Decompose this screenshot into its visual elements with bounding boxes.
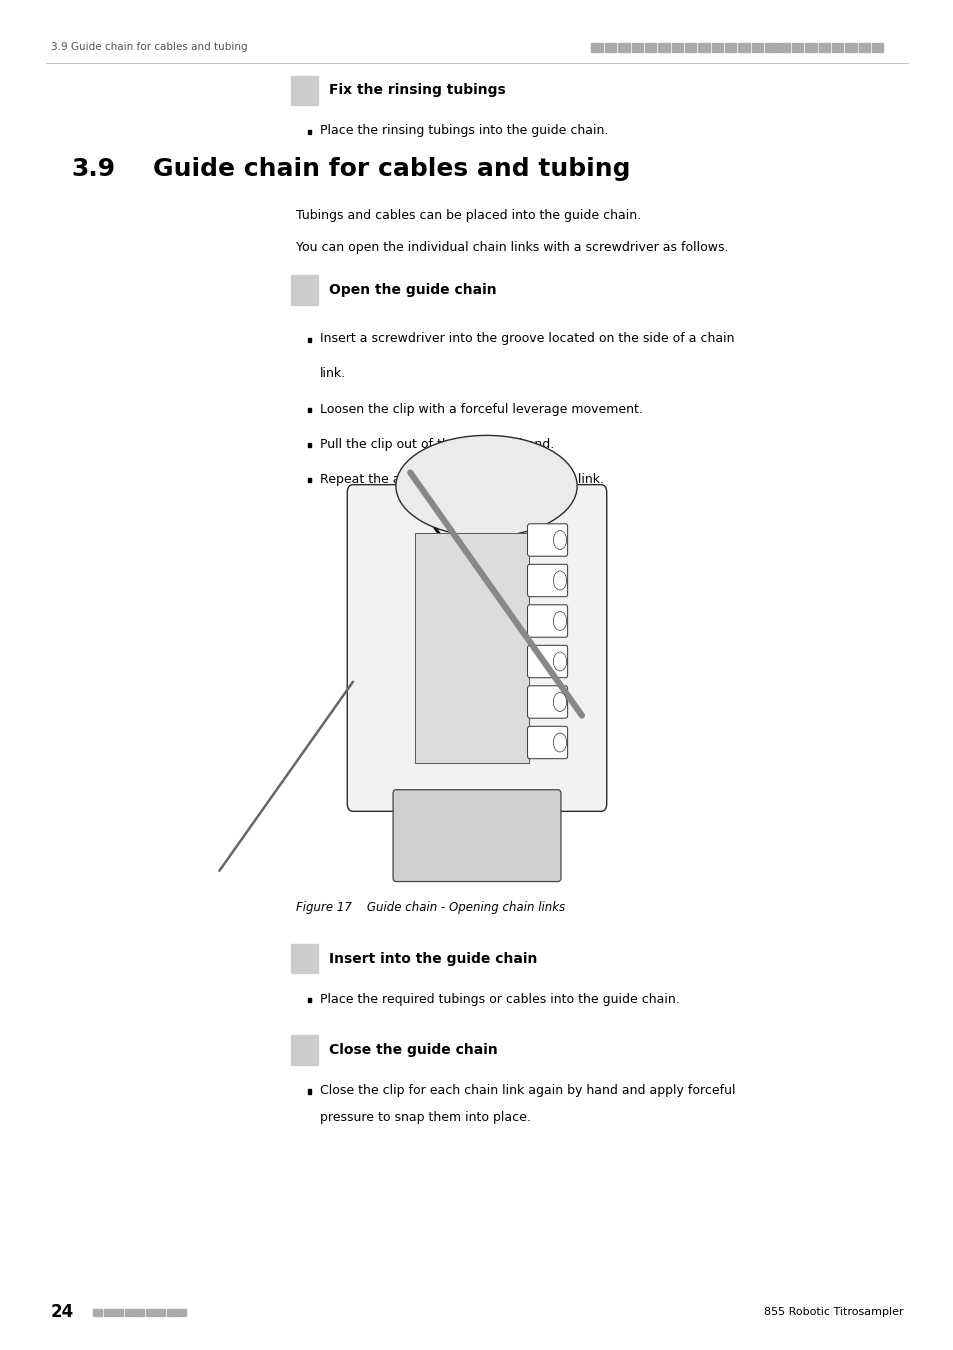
FancyBboxPatch shape (291, 76, 317, 105)
Text: Figure 17    Guide chain - Opening chain links: Figure 17 Guide chain - Opening chain li… (295, 900, 564, 914)
Circle shape (553, 531, 566, 549)
Text: Insert a screwdriver into the groove located on the side of a chain: Insert a screwdriver into the groove loc… (319, 332, 733, 346)
Text: 2: 2 (299, 952, 309, 965)
FancyBboxPatch shape (804, 42, 816, 51)
Text: 3: 3 (299, 1044, 309, 1057)
Text: Open the guide chain: Open the guide chain (329, 284, 497, 297)
FancyBboxPatch shape (527, 645, 567, 678)
FancyBboxPatch shape (347, 485, 606, 811)
FancyBboxPatch shape (146, 1310, 154, 1315)
Text: 3.9 Guide chain for cables and tubing: 3.9 Guide chain for cables and tubing (51, 42, 247, 53)
Circle shape (553, 652, 566, 671)
FancyBboxPatch shape (778, 42, 789, 51)
FancyBboxPatch shape (135, 1310, 144, 1315)
FancyBboxPatch shape (308, 998, 311, 1002)
Text: Close the clip for each chain link again by hand and apply forceful: Close the clip for each chain link again… (319, 1084, 735, 1098)
FancyBboxPatch shape (818, 42, 829, 51)
FancyBboxPatch shape (393, 790, 560, 882)
FancyBboxPatch shape (308, 338, 311, 342)
FancyBboxPatch shape (291, 275, 317, 305)
FancyBboxPatch shape (125, 1310, 133, 1315)
FancyBboxPatch shape (831, 42, 842, 51)
FancyBboxPatch shape (724, 42, 736, 51)
Text: 3: 3 (299, 84, 309, 97)
FancyBboxPatch shape (308, 478, 311, 482)
Circle shape (553, 612, 566, 630)
FancyBboxPatch shape (684, 42, 696, 51)
FancyBboxPatch shape (791, 42, 802, 51)
FancyBboxPatch shape (591, 42, 602, 51)
Text: Place the required tubings or cables into the guide chain.: Place the required tubings or cables int… (319, 992, 679, 1006)
FancyBboxPatch shape (871, 42, 882, 51)
Text: 855 Robotic Titrosampler: 855 Robotic Titrosampler (763, 1307, 902, 1318)
Text: link.: link. (319, 367, 345, 381)
Text: Pull the clip out of the chain by hand.: Pull the clip out of the chain by hand. (319, 437, 554, 451)
FancyBboxPatch shape (291, 944, 317, 973)
FancyBboxPatch shape (308, 130, 311, 134)
FancyBboxPatch shape (751, 42, 762, 51)
FancyBboxPatch shape (114, 1310, 123, 1315)
Circle shape (553, 733, 566, 752)
Circle shape (553, 571, 566, 590)
FancyBboxPatch shape (658, 42, 669, 51)
FancyBboxPatch shape (167, 1310, 175, 1315)
FancyBboxPatch shape (415, 533, 529, 763)
FancyBboxPatch shape (527, 524, 567, 556)
FancyBboxPatch shape (527, 726, 567, 759)
FancyBboxPatch shape (291, 1035, 317, 1065)
FancyBboxPatch shape (671, 42, 682, 51)
FancyBboxPatch shape (618, 42, 629, 51)
FancyBboxPatch shape (104, 1310, 112, 1315)
FancyBboxPatch shape (604, 42, 616, 51)
FancyBboxPatch shape (527, 605, 567, 637)
Text: 24: 24 (51, 1303, 73, 1322)
FancyBboxPatch shape (93, 1310, 102, 1315)
Text: 3.9: 3.9 (71, 157, 115, 181)
Text: pressure to snap them into place.: pressure to snap them into place. (319, 1111, 530, 1125)
Circle shape (553, 693, 566, 711)
FancyBboxPatch shape (644, 42, 656, 51)
FancyBboxPatch shape (698, 42, 709, 51)
FancyBboxPatch shape (308, 408, 311, 412)
Text: Tubings and cables can be placed into the guide chain.: Tubings and cables can be placed into th… (295, 209, 640, 223)
FancyBboxPatch shape (764, 42, 776, 51)
Ellipse shape (395, 435, 577, 537)
FancyBboxPatch shape (308, 1089, 311, 1094)
FancyBboxPatch shape (738, 42, 749, 51)
Text: Fix the rinsing tubings: Fix the rinsing tubings (329, 84, 505, 97)
Text: You can open the individual chain links with a screwdriver as follows.: You can open the individual chain links … (295, 240, 727, 254)
FancyBboxPatch shape (156, 1310, 165, 1315)
Text: Guide chain for cables and tubing: Guide chain for cables and tubing (152, 157, 630, 181)
FancyBboxPatch shape (527, 564, 567, 597)
Text: Loosen the clip with a forceful leverage movement.: Loosen the clip with a forceful leverage… (319, 402, 641, 416)
FancyBboxPatch shape (631, 42, 642, 51)
FancyBboxPatch shape (844, 42, 856, 51)
Text: Insert into the guide chain: Insert into the guide chain (329, 952, 537, 965)
Text: Place the rinsing tubings into the guide chain.: Place the rinsing tubings into the guide… (319, 124, 607, 138)
FancyBboxPatch shape (527, 686, 567, 718)
FancyBboxPatch shape (177, 1310, 186, 1315)
Text: Repeat the above actions for each chain link.: Repeat the above actions for each chain … (319, 472, 603, 486)
Text: Close the guide chain: Close the guide chain (329, 1044, 497, 1057)
FancyBboxPatch shape (308, 443, 311, 447)
Text: 1: 1 (299, 284, 309, 297)
FancyBboxPatch shape (711, 42, 722, 51)
FancyBboxPatch shape (858, 42, 869, 51)
